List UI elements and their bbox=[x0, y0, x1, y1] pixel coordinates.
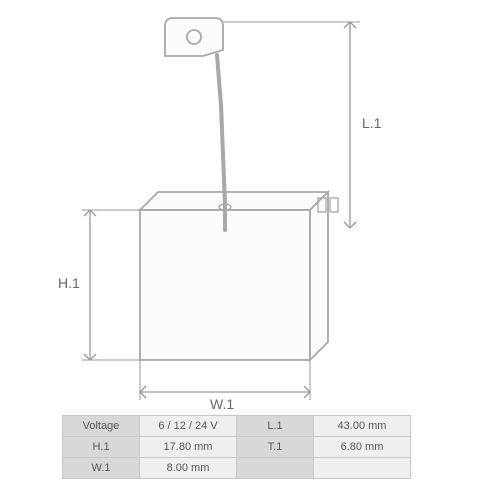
spec-table: Voltage 6 / 12 / 24 V L.1 43.00 mm H.1 1… bbox=[62, 415, 411, 479]
table-row: W.1 8.00 mm bbox=[63, 458, 411, 479]
spec-value: 6.80 mm bbox=[314, 437, 411, 458]
spec-label: H.1 bbox=[63, 437, 140, 458]
spec-label: T.1 bbox=[237, 437, 314, 458]
spec-value: 17.80 mm bbox=[140, 437, 237, 458]
spec-label bbox=[237, 458, 314, 479]
spec-value: 6 / 12 / 24 V bbox=[140, 416, 237, 437]
spec-value: 43.00 mm bbox=[314, 416, 411, 437]
table-row: H.1 17.80 mm T.1 6.80 mm bbox=[63, 437, 411, 458]
label-h1: H.1 bbox=[58, 275, 80, 291]
label-w1: W.1 bbox=[210, 396, 234, 412]
label-l1: L.1 bbox=[362, 115, 381, 131]
table-row: Voltage 6 / 12 / 24 V L.1 43.00 mm bbox=[63, 416, 411, 437]
spec-label: Voltage bbox=[63, 416, 140, 437]
spec-value bbox=[314, 458, 411, 479]
spec-label: L.1 bbox=[237, 416, 314, 437]
spec-label: W.1 bbox=[63, 458, 140, 479]
spec-value: 8.00 mm bbox=[140, 458, 237, 479]
